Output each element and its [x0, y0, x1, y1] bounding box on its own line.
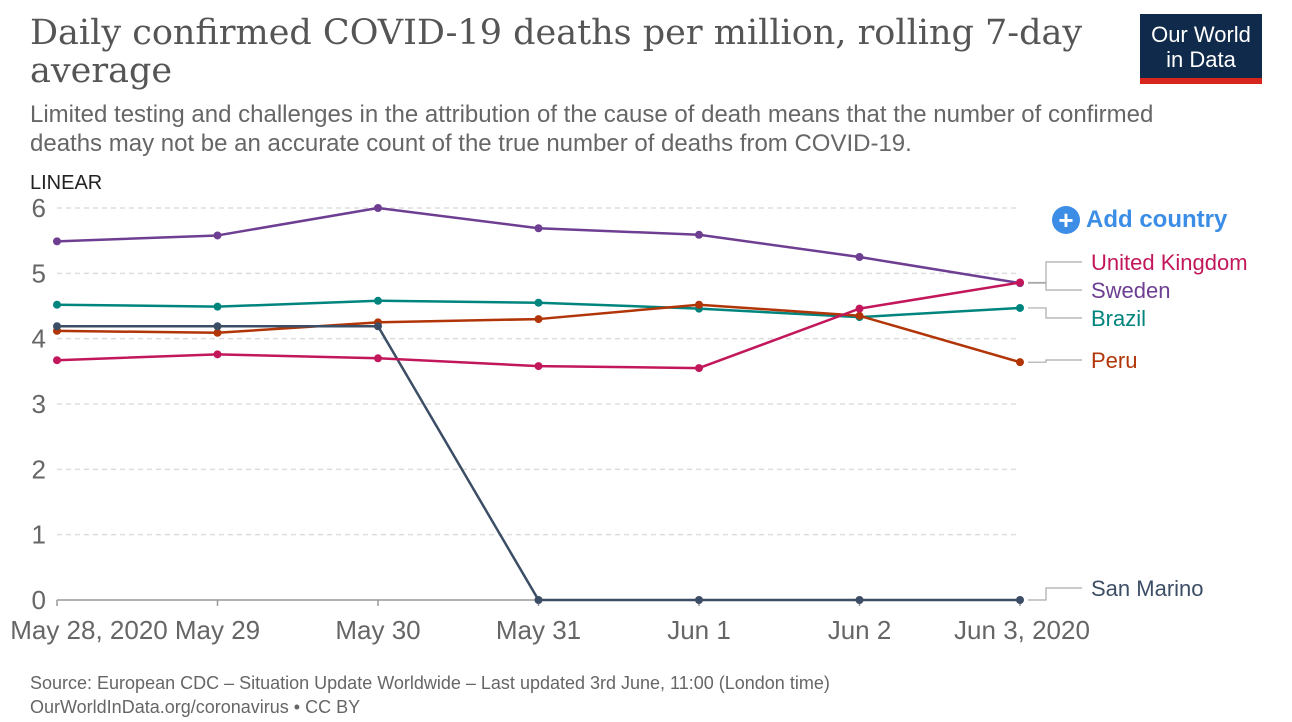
- data-point-brazil: [374, 296, 382, 305]
- chart-subtitle: Limited testing and challenges in the at…: [30, 101, 1154, 157]
- data-point-peru: [534, 315, 543, 324]
- data-point-brazil: [213, 302, 222, 311]
- x-tick-label: May 30: [335, 615, 420, 645]
- x-tick-label: May 31: [496, 615, 581, 645]
- label-connector-san-marino: [1028, 587, 1082, 601]
- chart-title: Daily confirmed COVID-19 deaths per mill…: [30, 13, 1083, 91]
- series-label-peru: Peru: [1091, 348, 1137, 373]
- series-line-peru: [56, 303, 1021, 364]
- x-tick-label: May 29: [175, 615, 260, 645]
- scale-toggle[interactable]: LINEAR: [30, 172, 103, 194]
- chart-footer: Source: European CDC – Situation Update …: [30, 671, 830, 719]
- series-label-brazil: Brazil: [1091, 306, 1146, 331]
- series-line-sweden: [56, 206, 1021, 285]
- series-label-sweden: Sweden: [1091, 278, 1171, 303]
- data-point-san-marino: [374, 322, 382, 331]
- data-point-brazil: [1016, 303, 1024, 312]
- y-tick-label: 3: [32, 389, 46, 419]
- data-point-sweden: [213, 231, 222, 240]
- data-point-united-kingdom: [374, 354, 382, 363]
- logo-line-2: in Data: [1166, 47, 1236, 72]
- data-point-peru: [1016, 358, 1024, 367]
- data-point-united-kingdom: [213, 350, 222, 359]
- y-tick-label: 0: [32, 585, 46, 615]
- license-link[interactable]: OurWorldInData.org/coronavirus • CC BY: [30, 697, 361, 717]
- y-tick-label: 6: [32, 193, 46, 223]
- y-tick-label: 5: [32, 258, 46, 288]
- logo-line-1: Our World: [1151, 22, 1251, 47]
- data-point-united-kingdom: [695, 364, 703, 373]
- data-point-san-marino: [213, 322, 222, 331]
- data-point-san-marino: [53, 322, 61, 331]
- data-point-sweden: [374, 204, 382, 212]
- x-tick-label: May 28, 2020: [10, 615, 168, 645]
- data-point-san-marino: [534, 596, 543, 604]
- plus-icon: +: [1052, 206, 1080, 234]
- data-point-peru: [855, 311, 864, 320]
- add-country-label: Add country: [1086, 206, 1228, 233]
- series-label-united-kingdom: United Kingdom: [1091, 250, 1248, 275]
- data-point-sweden: [695, 230, 703, 239]
- label-connector-sweden: [1028, 282, 1082, 291]
- add-country-button[interactable]: + Add country: [1052, 206, 1227, 234]
- data-point-united-kingdom: [855, 304, 864, 313]
- x-tick-label: Jun 2: [828, 615, 892, 645]
- y-tick-label: 1: [32, 520, 46, 550]
- y-tick-label: 4: [32, 324, 46, 354]
- data-point-brazil: [534, 298, 543, 307]
- label-connector-united-kingdom: [1028, 261, 1082, 284]
- data-point-san-marino: [1016, 596, 1024, 604]
- label-connector-brazil: [1028, 307, 1082, 319]
- label-connector-peru: [1028, 359, 1082, 363]
- y-tick-label: 2: [32, 454, 46, 484]
- data-point-united-kingdom: [53, 356, 61, 365]
- x-tick-label: Jun 1: [667, 615, 731, 645]
- data-point-brazil: [53, 300, 61, 309]
- data-point-sweden: [855, 253, 864, 261]
- data-point-united-kingdom: [534, 362, 543, 371]
- data-point-sweden: [534, 224, 543, 233]
- owid-logo[interactable]: Our World in Data: [1140, 14, 1262, 84]
- data-point-san-marino: [855, 596, 864, 604]
- x-tick-label: Jun 3, 2020: [954, 615, 1090, 645]
- data-point-peru: [213, 328, 222, 337]
- data-point-sweden: [53, 237, 61, 246]
- data-point-united-kingdom: [1016, 278, 1024, 287]
- data-point-peru: [695, 300, 703, 309]
- source-text: Source: European CDC – Situation Update …: [30, 673, 830, 693]
- series-label-san-marino: San Marino: [1091, 576, 1204, 601]
- data-point-san-marino: [695, 596, 703, 604]
